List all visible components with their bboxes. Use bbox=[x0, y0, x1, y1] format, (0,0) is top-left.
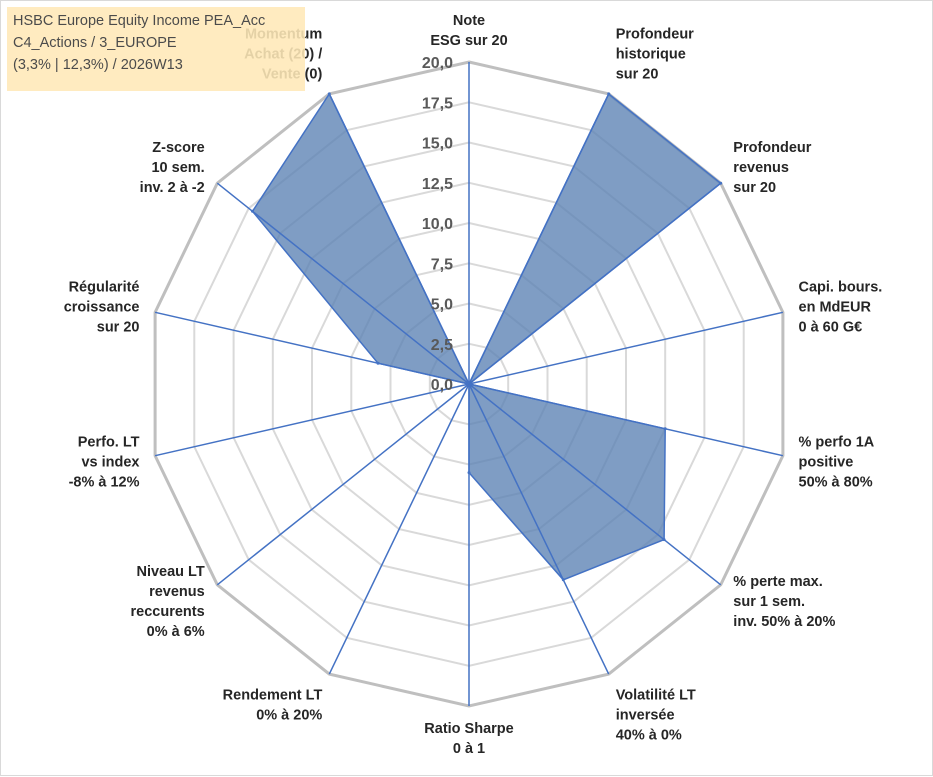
axis-label-3-line-0: Capi. bours. bbox=[799, 280, 883, 296]
axis-label-1: Profondeur historique sur 20 bbox=[616, 27, 694, 83]
axis-label-3: Capi. bours. en MdEUR 0 à 60 G€ bbox=[799, 280, 883, 336]
spoke-2 bbox=[468, 182, 722, 385]
axis-label-5-line-2: inv. 50% à 20% bbox=[733, 614, 835, 630]
chart-title-line-2: C4_Actions / 3_EUROPE bbox=[13, 35, 177, 51]
tick-layer: 0,0 2,5 5,0 7,5 10,0 12,5 15,0 17,5 20,0 bbox=[422, 55, 453, 394]
axis-label-5-line-1: sur 1 sem. bbox=[733, 594, 805, 610]
chart-title-box: HSBC Europe Equity Income PEA_Acc C4_Act… bbox=[7, 7, 305, 91]
tick-label-0: 0,0 bbox=[431, 377, 453, 394]
axis-label-1-line-1: historique bbox=[616, 47, 686, 63]
axis-label-6-line-0: Volatilité LT bbox=[616, 688, 696, 704]
spoke-4 bbox=[468, 383, 784, 457]
spoke-8 bbox=[328, 383, 470, 675]
axis-label-7-line-0: Ratio Sharpe bbox=[424, 721, 513, 737]
axis-label-10-line-2: -8% à 12% bbox=[69, 474, 140, 490]
axis-label-6: Volatilité LT inversée 40% à 0% bbox=[616, 688, 696, 744]
axis-label-10-line-0: Perfo. LT bbox=[78, 434, 140, 450]
spoke-6 bbox=[468, 383, 610, 675]
spoke-13 bbox=[328, 93, 470, 385]
tick-label-2: 5,0 bbox=[431, 297, 453, 314]
tick-label-3: 7,5 bbox=[431, 256, 453, 273]
axis-label-11-line-0: Régularité bbox=[69, 280, 140, 296]
axis-label-4-line-0: % perfo 1A bbox=[799, 434, 875, 450]
tick-label-7: 17,5 bbox=[422, 95, 453, 112]
spoke-9 bbox=[216, 383, 470, 586]
axis-label-12-line-0: Z-score bbox=[152, 140, 204, 156]
series-area bbox=[251, 92, 722, 581]
axis-label-6-line-2: 40% à 0% bbox=[616, 728, 682, 744]
spoke-10 bbox=[154, 383, 470, 457]
axis-label-8-line-1: 0% à 20% bbox=[256, 708, 322, 724]
axis-label-3-line-1: en MdEUR bbox=[799, 300, 872, 316]
axis-label-9: Niveau LT revenus reccurents 0% à 6% bbox=[131, 564, 205, 640]
axis-label-0-line-1: ESG sur 20 bbox=[430, 33, 507, 49]
axis-label-3-line-2: 0 à 60 G€ bbox=[799, 320, 863, 336]
axis-label-5-line-0: % perte max. bbox=[733, 574, 822, 590]
axis-label-7: Ratio Sharpe 0 à 1 bbox=[424, 721, 513, 757]
series-layer bbox=[251, 92, 723, 582]
axis-label-11: Régularité croissance sur 20 bbox=[64, 280, 140, 336]
axis-label-2-line-2: sur 20 bbox=[733, 180, 776, 196]
axis-label-9-line-2: reccurents bbox=[131, 604, 205, 620]
axis-label-9-line-1: revenus bbox=[149, 584, 205, 600]
spoke-3 bbox=[468, 311, 784, 385]
axis-label-11-line-2: sur 20 bbox=[97, 320, 140, 336]
axis-label-5: % perte max. sur 1 sem. inv. 50% à 20% bbox=[733, 574, 835, 630]
axis-label-4-line-1: positive bbox=[799, 454, 854, 470]
spoke-12 bbox=[216, 182, 470, 385]
axis-label-4: % perfo 1A positive 50% à 80% bbox=[799, 434, 875, 490]
axis-label-10-line-1: vs index bbox=[81, 454, 139, 470]
axis-label-8: Rendement LT 0% à 20% bbox=[223, 688, 323, 724]
axis-label-8-line-0: Rendement LT bbox=[223, 688, 323, 704]
axis-label-0: Note ESG sur 20 bbox=[430, 13, 507, 49]
axis-label-12: Z-score 10 sem. inv. 2 à -2 bbox=[140, 140, 205, 196]
axis-label-1-line-2: sur 20 bbox=[616, 67, 659, 83]
axis-label-6-line-1: inversée bbox=[616, 708, 675, 724]
axis-label-2: Profondeur revenus sur 20 bbox=[733, 140, 811, 196]
axis-label-0-line-0: Note bbox=[453, 13, 485, 29]
tick-label-4: 10,0 bbox=[422, 216, 453, 233]
axis-label-9-line-3: 0% à 6% bbox=[147, 624, 205, 640]
axis-label-4-line-2: 50% à 80% bbox=[799, 474, 873, 490]
axis-label-1-line-0: Profondeur bbox=[616, 27, 694, 43]
axis-label-10: Perfo. LT vs index -8% à 12% bbox=[69, 434, 140, 490]
axis-label-7-line-1: 0 à 1 bbox=[453, 741, 485, 757]
spoke-1 bbox=[468, 93, 610, 385]
tick-label-1: 2,5 bbox=[431, 337, 453, 354]
spoke-11 bbox=[154, 311, 470, 385]
tick-label-5: 12,5 bbox=[422, 176, 453, 193]
chart-title-line-3: (3,3% | 12,3%) / 2026W13 bbox=[13, 57, 183, 73]
chart-title-line-1: HSBC Europe Equity Income PEA_Acc bbox=[13, 13, 266, 29]
axis-label-11-line-1: croissance bbox=[64, 300, 140, 316]
tick-label-6: 15,0 bbox=[422, 136, 453, 153]
axis-label-12-line-2: inv. 2 à -2 bbox=[140, 180, 205, 196]
axis-label-12-line-1: 10 sem. bbox=[151, 160, 204, 176]
axis-label-2-line-1: revenus bbox=[733, 160, 789, 176]
tick-label-8: 20,0 bbox=[422, 55, 453, 72]
axis-label-2-line-0: Profondeur bbox=[733, 140, 811, 156]
spoke-5 bbox=[468, 383, 722, 586]
spoke-layer bbox=[154, 62, 784, 706]
axis-label-9-line-0: Niveau LT bbox=[136, 564, 204, 580]
